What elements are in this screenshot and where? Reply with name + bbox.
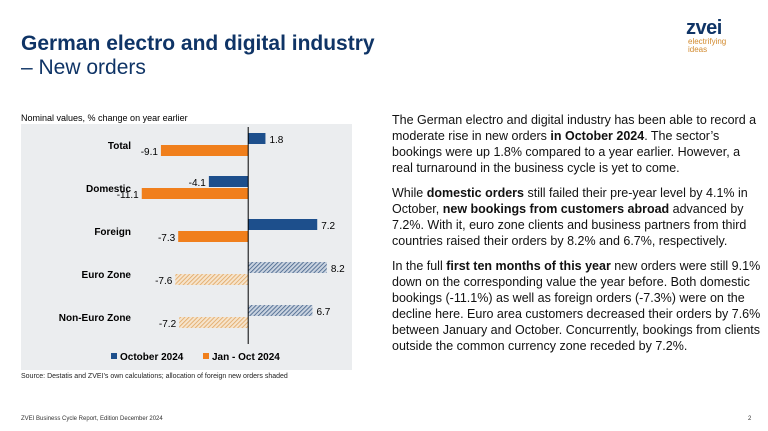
chart-legend: October 2024 Jan - Oct 2024 [111,352,280,363]
data-label: -4.1 [189,178,207,189]
text-run: still failed their pre-year level by 4.1… [392,186,748,216]
bar-jan-oct-2024 [141,188,249,199]
data-label: -7.2 [159,319,177,330]
bar-october-2024 [208,176,249,187]
data-label: -7.3 [158,233,176,244]
bar-october-2024 [248,305,313,316]
bar-october-2024 [248,262,327,273]
category-label: Non-Euro Zone [59,313,132,324]
chart-area: Total 1.8 -9.1 Domestic -4.1 -11.1 Foreign 7.2 -… [21,124,352,370]
legend-label: October 2024 [120,352,184,363]
logo-tagline-2: ideas [688,45,708,54]
text-run: . The sector’s bookings were up 1.8% com… [392,129,741,175]
legend-swatch [203,353,209,359]
category-label: Total [108,141,131,152]
data-label: 1.8 [269,135,283,146]
bar-october-2024 [248,133,266,144]
bar-october-2024 [248,219,318,230]
paragraph-ten-months: In the full first ten months of this yea… [392,258,762,354]
data-label: 8.2 [331,264,345,275]
body-text: The German electro and digital industry … [392,112,762,363]
title-line-2: – New orders [21,56,146,79]
data-label: -7.6 [155,276,173,287]
text-run: In the full [392,259,447,273]
text-run: While [392,186,427,200]
bold-text-run: new bookings from customers abroad [442,202,670,216]
text-run: The German electro and digital industry … [392,113,757,143]
bar-jan-oct-2024 [175,274,249,285]
data-label: 7.2 [321,221,335,232]
data-label: -9.1 [141,147,159,158]
logo-tagline-1: electrifying [688,37,727,46]
logo-wordmark: zvei [686,17,722,39]
legend-swatch [111,353,117,359]
category-label: Euro Zone [82,270,132,281]
category-label: Domestic [86,184,131,195]
legend-label: Jan - Oct 2024 [212,352,280,363]
page-title: German electro and digital industry – Ne… [21,32,375,80]
paragraph-october-summary: The German electro and digital industry … [392,112,762,176]
bold-text-run: domestic orders [426,186,524,200]
bold-text-run: in October 2024 [550,129,645,143]
text-run: new orders were still 9.1% down on the c… [392,259,761,353]
footer-report-title: ZVEI Business Cycle Report, Edition Dece… [21,416,163,422]
chart-source: Source: Destatis and ZVEI’s own calculat… [21,373,288,380]
title-line-1: German electro and digital industry [21,32,375,55]
category-label: Foreign [94,227,131,238]
text-run: advanced by 7.2%. With it, euro zone cli… [392,202,747,248]
chart-subtitle: Nominal values, % change on year earlier [21,113,188,123]
data-label: -11.1 [117,190,139,201]
zvei-logo: zvei electrifying ideas [686,18,756,54]
data-label: 6.7 [316,307,330,318]
paragraph-domestic-foreign: While domestic orders still failed their… [392,185,762,249]
bar-jan-oct-2024 [160,145,249,156]
bar-jan-oct-2024 [179,317,249,328]
bar-chart: Total 1.8 -9.1 Domestic -4.1 -11.1 Foreign 7.2 -… [59,127,345,363]
page-number: 2 [748,416,752,422]
bold-text-run: first ten months of this year [446,259,611,273]
bar-jan-oct-2024 [178,231,249,242]
